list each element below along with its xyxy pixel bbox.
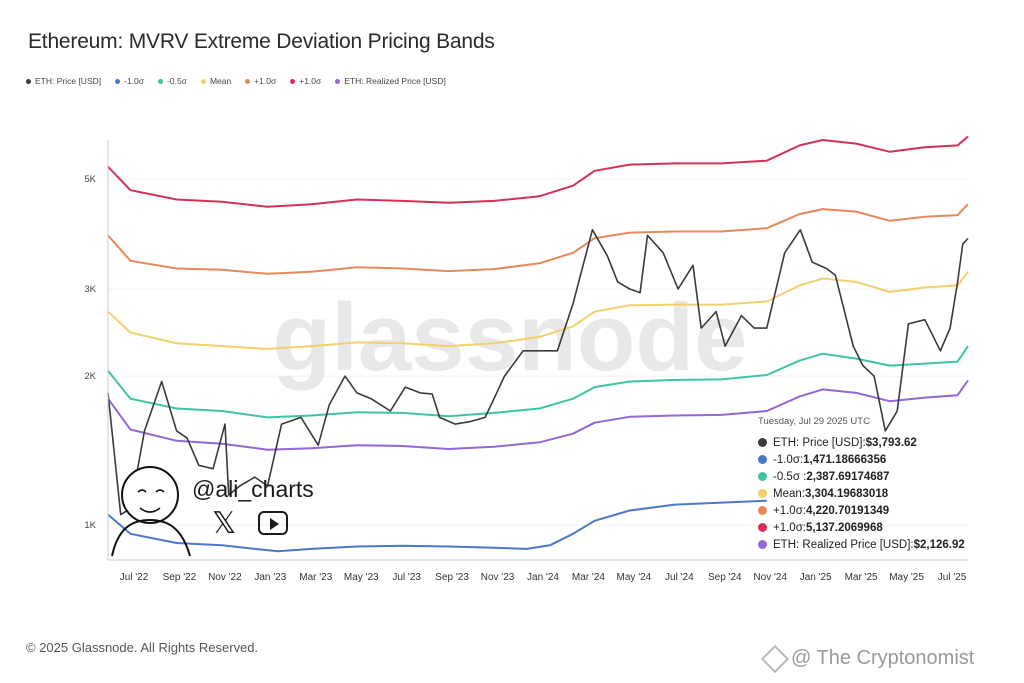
legend-label: ETH: Realized Price [USD] <box>344 76 446 86</box>
tooltip-value: 2,387.69174687 <box>806 470 890 483</box>
x-tick-label: Jan '24 <box>527 572 559 583</box>
tooltip-value: 5,137.2069968 <box>806 521 883 534</box>
axes: 1K 2K 3K 5K Jul '22 Sep '22 Nov '22 Jan '23 Mar … <box>84 140 968 583</box>
legend-label: +1.0σ <box>299 76 322 86</box>
x-tick-label: Sep '22 <box>163 572 197 583</box>
tooltip-dot <box>758 489 767 498</box>
legend-item[interactable]: -1.0σ <box>115 76 144 86</box>
legend-label: +1.0σ <box>254 76 277 86</box>
credit-text: @ The Cryptonomist <box>791 647 975 669</box>
series-line <box>107 271 969 350</box>
x-tick-label: Sep '23 <box>435 572 469 583</box>
tooltip-label: +1.0σ: <box>773 521 806 534</box>
x-tick-label: May '25 <box>889 572 924 583</box>
tooltip-row: +1.0σ: 5,137.2069968 <box>758 519 974 536</box>
legend-dot <box>26 78 31 84</box>
watermark: glassnode <box>273 284 748 391</box>
x-tick-label: Mar '23 <box>299 572 332 583</box>
tooltip-value: 3,304.19683018 <box>804 487 889 500</box>
x-tick-label: Jan '23 <box>254 572 286 583</box>
x-tick-label: May '23 <box>344 572 379 583</box>
x-logo-icon[interactable]: 𝕏 <box>212 507 237 540</box>
y-tick-label: 3K <box>84 284 96 295</box>
video-play-icon[interactable] <box>258 511 288 535</box>
tooltip-value: 4,220.70191349 <box>806 504 890 517</box>
x-tick-label: Nov '22 <box>208 572 242 583</box>
series-line <box>107 499 767 553</box>
legend-item[interactable]: +1.0σ <box>245 76 276 86</box>
x-tick-label: Jul '22 <box>120 572 149 583</box>
series-line <box>107 345 969 419</box>
tooltip-dot <box>758 455 767 464</box>
legend-dot <box>158 78 164 84</box>
tooltip-value: $2,126.92 <box>913 538 965 551</box>
legend-label: -1.0σ <box>124 76 145 86</box>
tooltip-dot <box>758 506 767 515</box>
x-tick-label: Mar '24 <box>572 572 605 583</box>
legend-dot <box>245 78 251 84</box>
tooltip-dot <box>758 438 767 447</box>
legend: ETH: Price [USD] -1.0σ -0.5σ Mean +1.0σ +1.0σ… <box>26 76 446 86</box>
avatar <box>111 466 191 557</box>
legend-label: -0.5σ <box>167 76 187 86</box>
tooltip-row: -0.5σ : 2,387.69174687 <box>758 468 974 485</box>
series-line <box>107 229 969 516</box>
tooltip-label: ETH: Realized Price [USD]: <box>773 538 914 551</box>
tooltip-row: ETH: Price [USD]: $3,793.62 <box>758 434 974 451</box>
legend-item[interactable]: ETH: Price [USD] <box>26 76 101 86</box>
series-line <box>107 203 969 275</box>
series-group <box>107 135 969 557</box>
tooltip-date: Tuesday, Jul 29 2025 UTC <box>758 416 870 427</box>
credit-watermark: @ The Cryptonomist <box>760 644 975 673</box>
legend-item[interactable]: -0.5σ <box>158 76 187 86</box>
x-tick-label: Jan '25 <box>800 572 832 583</box>
series-line <box>107 135 969 208</box>
tooltip-row: +1.0σ: 4,220.70191349 <box>758 502 974 519</box>
grid <box>108 178 968 526</box>
legend-item[interactable]: +1.0σ <box>290 76 321 86</box>
author-handle: @ali_charts <box>192 476 314 502</box>
legend-dot <box>290 78 296 84</box>
x-tick-label: Mar '25 <box>845 572 878 583</box>
y-tick-label: 2K <box>84 371 96 382</box>
legend-item[interactable]: ETH: Realized Price [USD] <box>335 76 446 86</box>
x-tick-label: May '24 <box>617 572 652 583</box>
legend-item[interactable]: Mean <box>200 76 232 86</box>
x-tick-label: Jul '23 <box>392 572 421 583</box>
copyright-footer: © 2025 Glassnode. All Rights Reserved. <box>26 640 259 655</box>
x-tick-label: Nov '24 <box>753 572 787 583</box>
tooltip-dot <box>758 523 767 532</box>
y-tick-label: 1K <box>84 520 96 531</box>
tooltip-value: 1,471.18666356 <box>803 453 887 466</box>
series-line <box>107 379 969 451</box>
tooltip-row: ETH: Realized Price [USD]: $2,126.92 <box>758 536 974 553</box>
tooltip-dot <box>758 540 767 549</box>
x-tick-label: Sep '24 <box>708 572 742 583</box>
legend-dot <box>115 78 121 84</box>
x-tick-label: Jul '25 <box>938 572 967 583</box>
x-tick-label: Jul '24 <box>665 572 694 583</box>
tooltip-row: -1.0σ: 1,471.18666356 <box>758 451 974 468</box>
legend-dot <box>200 78 206 84</box>
tooltip-row: Mean: 3,304.19683018 <box>758 485 974 502</box>
diamond-logo-icon <box>760 644 790 673</box>
tooltip-dot <box>758 472 767 481</box>
tooltip-value: $3,793.62 <box>865 436 917 449</box>
tooltip-label: Mean: <box>773 487 805 500</box>
tooltip: Tuesday, Jul 29 2025 UTC ETH: Price [USD… <box>758 416 974 553</box>
tooltip-label: ETH: Price [USD]: <box>773 436 866 449</box>
tooltip-label: -1.0σ: <box>773 453 804 466</box>
chart-title: Ethereum: MVRV Extreme Deviation Pricing… <box>28 30 495 53</box>
legend-label: ETH: Price [USD] <box>35 76 102 86</box>
legend-dot <box>335 78 341 84</box>
tooltip-label: -0.5σ : <box>773 470 807 483</box>
tooltip-label: +1.0σ: <box>773 504 806 517</box>
y-tick-label: 5K <box>84 174 96 185</box>
legend-label: Mean <box>209 76 232 86</box>
x-tick-label: Nov '23 <box>481 572 515 583</box>
